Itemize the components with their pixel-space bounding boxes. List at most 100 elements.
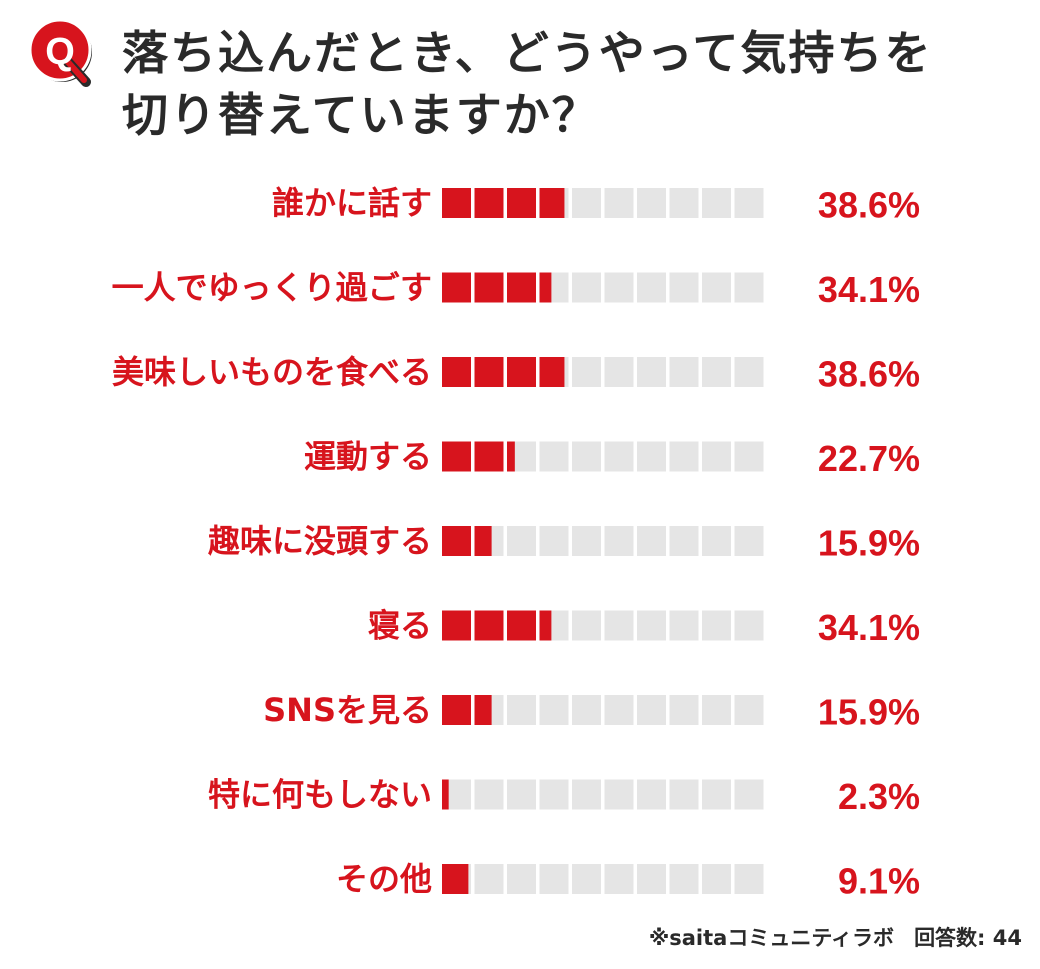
category-label: SNSを見る <box>263 691 432 729</box>
category-label: 趣味に没頭する <box>208 522 432 560</box>
bar-fill-segment <box>474 610 504 641</box>
bar-track-segment <box>572 526 601 556</box>
bar-track-segment <box>669 357 699 387</box>
bar-track-segment <box>734 526 764 556</box>
bar-fill-segment <box>474 272 504 303</box>
bar-track-segment <box>669 864 699 894</box>
bar-fill-segment <box>474 357 504 387</box>
bar-track-segment <box>572 695 601 725</box>
question-title: 落ち込んだとき、どうやって気持ちを 切り替えていますか？ <box>122 22 1022 146</box>
bar-fill-segment <box>507 272 536 303</box>
bar-track-segment <box>637 526 666 556</box>
bar-track-segment <box>702 188 731 218</box>
bar-fill-segment <box>507 357 536 387</box>
bar-track-segment <box>572 272 601 303</box>
bar-fill-segment <box>442 188 471 218</box>
bar-track-segment <box>702 610 731 641</box>
bar-fill-segment <box>539 188 565 218</box>
bar-row: 特に何もしない 2.3% <box>208 776 920 818</box>
bar-track-segment <box>734 441 764 472</box>
bar-track-segment <box>539 441 569 472</box>
bar-track-segment <box>669 695 699 725</box>
bar-track-segment <box>702 526 731 556</box>
bar-fill-segment <box>442 441 471 472</box>
title-line-1: 落ち込んだとき、どうやって気持ちを <box>122 26 933 80</box>
bar-track-segment <box>604 864 634 894</box>
bar-track-segment <box>637 864 666 894</box>
bar-fill-segment <box>474 188 504 218</box>
bar-track-segment <box>734 272 764 303</box>
bar-track-segment <box>604 272 634 303</box>
bar-track-segment <box>604 526 634 556</box>
category-label: 一人でゆっくり過ごす <box>112 269 432 307</box>
bar-track-segment <box>572 357 601 387</box>
bar-track-segment <box>702 695 731 725</box>
bar-row: 寝る 34.1% <box>368 607 920 649</box>
category-label: 寝る <box>368 607 432 645</box>
bar-track-segment <box>669 188 699 218</box>
bar-track-segment <box>539 864 569 894</box>
bar-track-segment <box>702 357 731 387</box>
q-letter: Q <box>45 31 75 73</box>
bar-row: 一人でゆっくり過ごす 34.1% <box>112 269 920 311</box>
bar-fill-segment <box>539 610 552 641</box>
bar-track-segment <box>507 779 536 810</box>
bar-track-segment <box>669 779 699 810</box>
value-label: 2.3% <box>838 776 920 817</box>
source-note: ※saitaコミュニティラボ <box>648 926 895 950</box>
bar-track-segment <box>572 610 601 641</box>
value-label: 38.6% <box>818 185 920 226</box>
category-label: 誰かに話す <box>272 184 432 222</box>
bar-track-segment <box>637 441 666 472</box>
bar-track-segment <box>604 695 634 725</box>
bar-fill-segment <box>442 526 471 556</box>
bar-fill-segment <box>442 357 471 387</box>
title-line-2: 切り替えていますか？ <box>122 88 600 142</box>
bar-fill-segment <box>507 188 536 218</box>
bar-row: 誰かに話す 38.6% <box>272 184 920 226</box>
bar-track-segment <box>604 779 634 810</box>
value-label: 15.9% <box>818 523 920 564</box>
bar-track-segment <box>734 864 764 894</box>
bar-track-segment <box>637 272 666 303</box>
bar-fill-segment <box>474 695 492 725</box>
bar-row: 運動する 22.7% <box>304 438 920 480</box>
category-label: その他 <box>336 860 432 898</box>
respondent-count: 回答数: 44 <box>914 926 1022 950</box>
bar-fill-segment <box>507 441 515 472</box>
bar-track-segment <box>539 779 569 810</box>
bar-track-segment <box>637 695 666 725</box>
bar-track-segment <box>702 272 731 303</box>
category-label: 美味しいものを食べる <box>112 353 432 391</box>
bar-track-segment <box>507 526 536 556</box>
bar-track-segment <box>604 441 634 472</box>
bar-track-segment <box>604 357 634 387</box>
bar-track-segment <box>572 779 601 810</box>
bar-fill-segment <box>442 695 471 725</box>
bar-track-segment <box>474 864 504 894</box>
bar-track-segment <box>702 864 731 894</box>
bar-fill-segment <box>507 610 536 641</box>
bar-fill-segment <box>539 272 552 303</box>
bar-track-segment <box>734 779 764 810</box>
value-label: 38.6% <box>818 354 920 395</box>
q-badge: Q <box>28 18 92 87</box>
bar-track-segment <box>507 695 536 725</box>
value-label: 22.7% <box>818 438 920 479</box>
bar-fill-segment <box>442 272 471 303</box>
bar-fill-segment <box>474 526 492 556</box>
bar-track-segment <box>734 357 764 387</box>
bar-track-segment <box>637 357 666 387</box>
bar-track-segment <box>734 188 764 218</box>
category-label: 運動する <box>304 438 432 476</box>
bar-row: 趣味に没頭する 15.9% <box>208 522 920 564</box>
value-label: 34.1% <box>818 269 920 310</box>
bar-fill-segment <box>442 864 469 894</box>
bar-row: その他 9.1% <box>336 860 920 902</box>
value-label: 9.1% <box>838 861 920 902</box>
bar-row: 美味しいものを食べる 38.6% <box>112 353 920 395</box>
bar-track-segment <box>572 441 601 472</box>
bar-track-segment <box>702 779 731 810</box>
value-label: 15.9% <box>818 692 920 733</box>
